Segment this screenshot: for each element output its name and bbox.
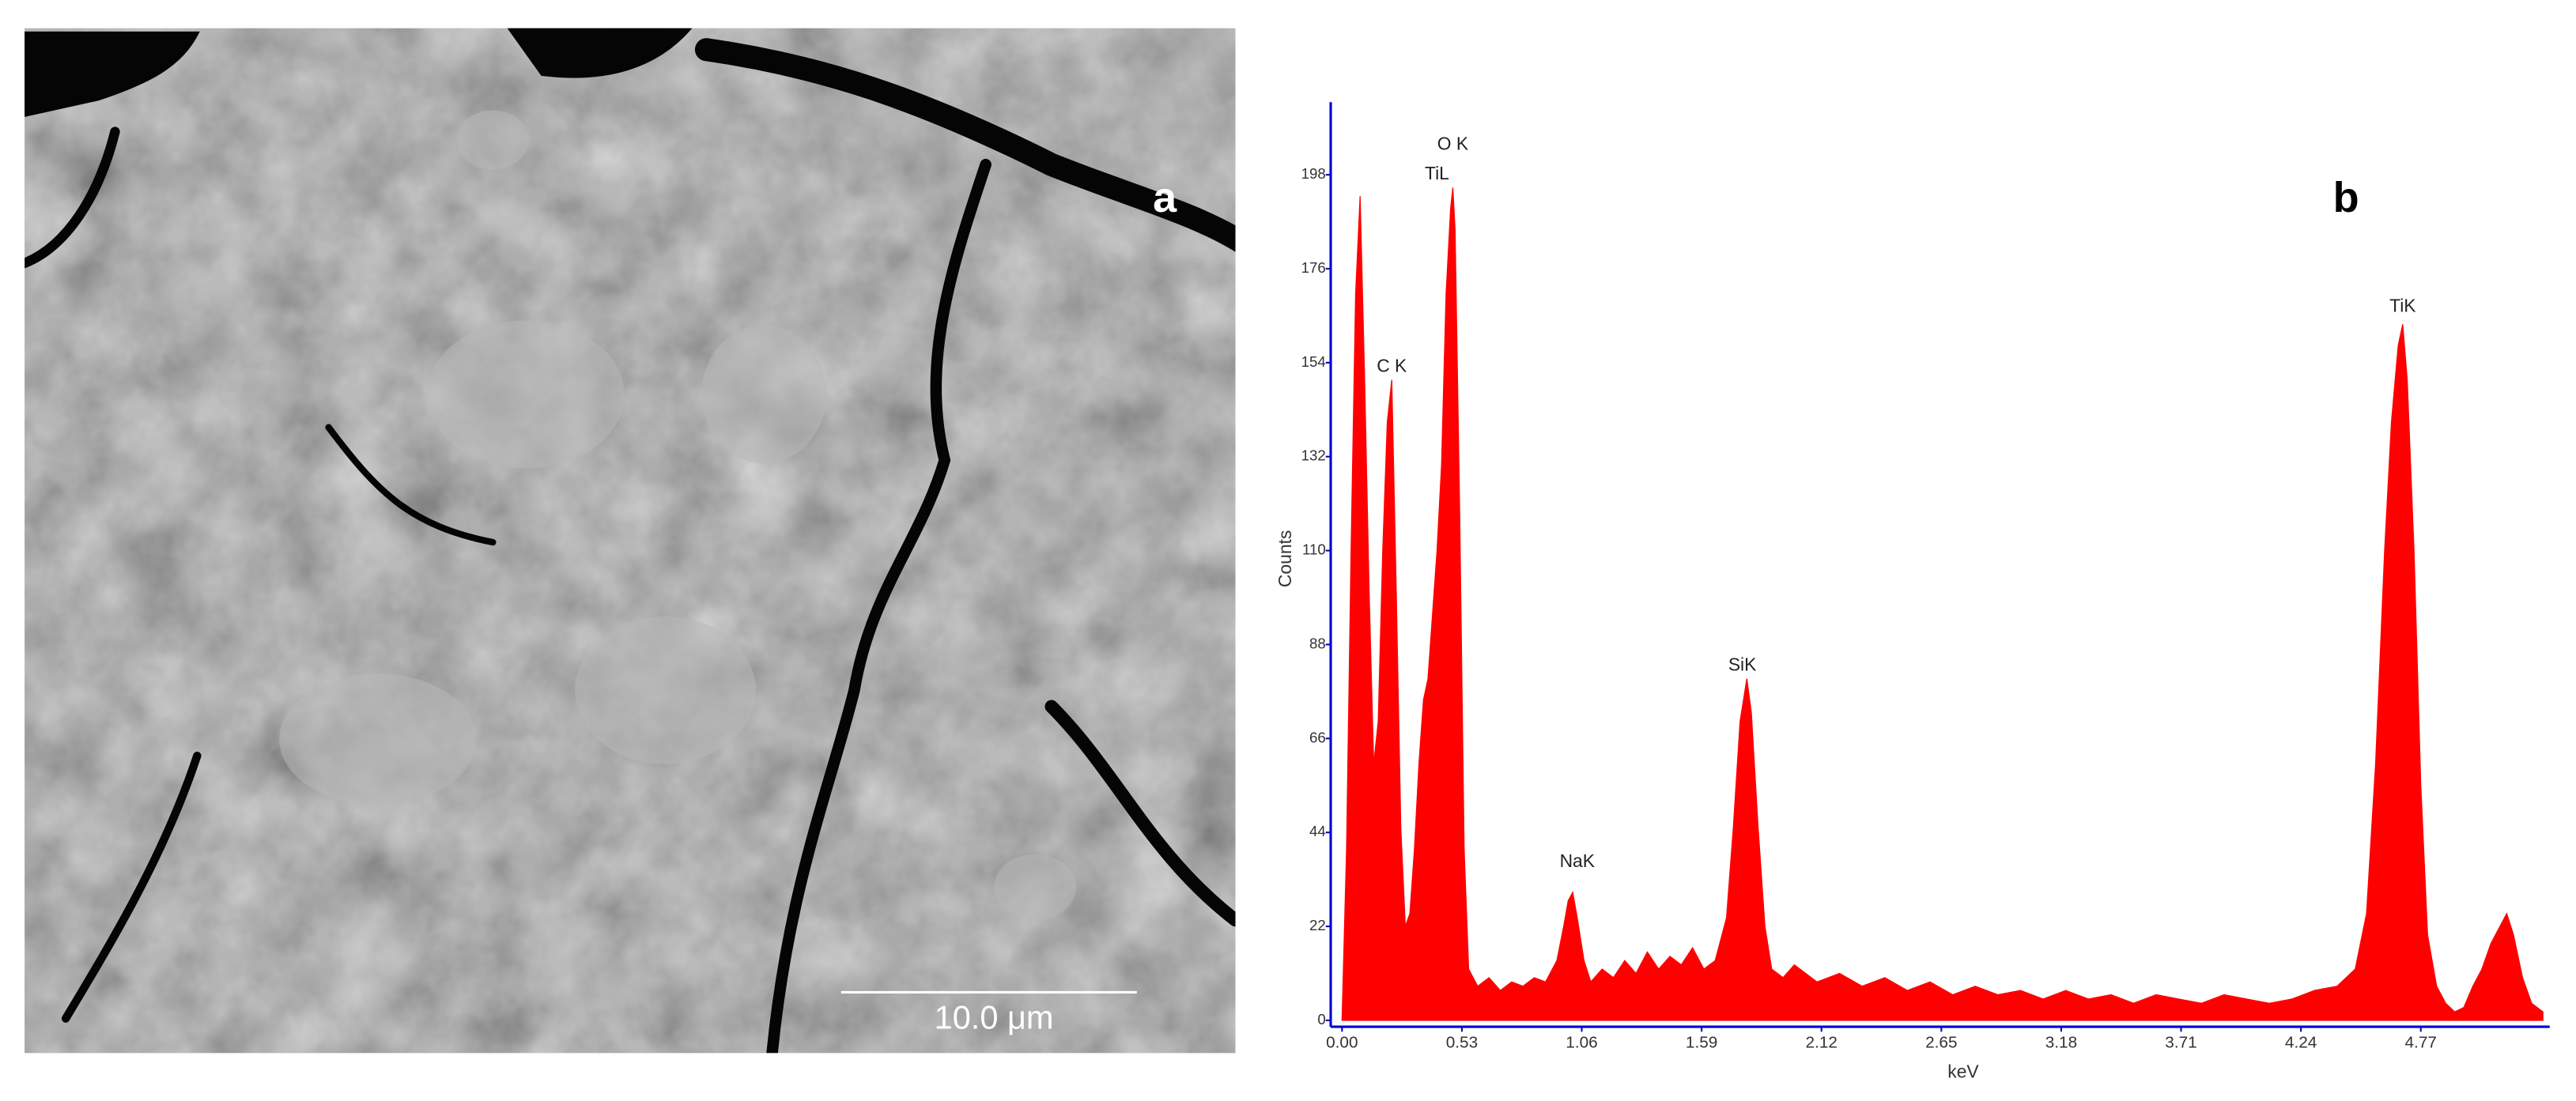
y-tick-label: 154	[1301, 353, 1326, 370]
x-tick-label: 1.59	[1686, 1033, 1717, 1051]
y-tick-label: 44	[1309, 823, 1326, 839]
panel-label: a	[1153, 174, 1177, 221]
y-tick-label: 132	[1301, 447, 1326, 464]
x-tick-label: 1.06	[1566, 1033, 1597, 1051]
peak-label: NaK	[1560, 850, 1595, 871]
x-tick-label: 4.24	[2285, 1033, 2317, 1051]
peak-label: C K	[1377, 355, 1407, 375]
spectrum-area	[1341, 187, 2544, 1021]
y-tick-label: 88	[1309, 635, 1326, 651]
panel-label: b	[2333, 174, 2359, 221]
peak-label: SiK	[1728, 654, 1757, 675]
y-tick-label: 110	[1302, 541, 1326, 558]
x-tick-label: 0.00	[1326, 1033, 1358, 1051]
x-tick-label: 0.53	[1446, 1033, 1478, 1051]
x-tick-label: 4.77	[2405, 1033, 2437, 1051]
x-tick-label: 2.12	[1806, 1033, 1838, 1051]
x-axis-label: keV	[1947, 1061, 1979, 1081]
y-tick-label: 198	[1301, 165, 1326, 182]
scale-bar-label: 10.0 μm	[935, 999, 1054, 1036]
y-axis-label: Counts	[1275, 530, 1295, 587]
peak-label: TiK	[2389, 296, 2415, 316]
peak-label: O K	[1437, 133, 1468, 153]
y-tick-label: 0	[1317, 1011, 1325, 1027]
y-tick-label: 66	[1309, 729, 1326, 745]
y-tick-label: 176	[1301, 259, 1326, 276]
x-tick-label: 3.71	[2165, 1033, 2196, 1051]
x-tick-label: 2.65	[1925, 1033, 1957, 1051]
sem-image: 10.0 μm a	[25, 28, 1236, 1054]
peak-label: TiL	[1425, 163, 1449, 183]
x-tick-label: 3.18	[2045, 1033, 2077, 1051]
y-tick-label: 22	[1309, 917, 1326, 933]
